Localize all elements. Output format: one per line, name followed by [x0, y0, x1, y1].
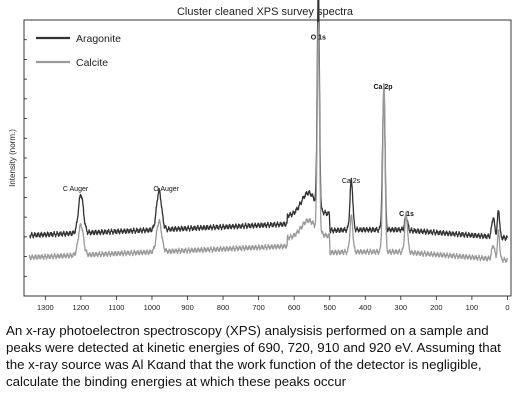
- peak-label: C 1s: [399, 211, 414, 218]
- peak-annotations: O 1s Ca 2p Ca 2s C 1s C Auger O Auger: [63, 34, 414, 218]
- peak-label: O 1s: [311, 34, 326, 41]
- legend: Aragonite Calcite: [36, 33, 121, 69]
- y-axis-ticks: [24, 39, 27, 277]
- x-tick-label: 300: [395, 303, 408, 312]
- plot-area: [23, 19, 512, 297]
- chart-title: Cluster cleaned XPS survey spectra: [177, 6, 354, 18]
- x-tick-label: 800: [217, 303, 230, 312]
- x-tick-label: 400: [359, 303, 372, 312]
- series-line-aragonite: [29, 0, 509, 241]
- x-tick-label: 1100: [108, 303, 124, 312]
- series-line-calcite: [28, 21, 508, 264]
- x-tick-label: 500: [323, 303, 336, 312]
- x-tick-label: 0: [505, 303, 509, 312]
- x-tick-label: 100: [466, 303, 479, 312]
- x-tick-label: 1300: [37, 303, 54, 312]
- legend-label-aragonite: Aragonite: [76, 33, 121, 45]
- x-tick-label: 700: [252, 303, 265, 312]
- x-tick-label: 200: [430, 303, 443, 312]
- xps-chart: Cluster cleaned XPS survey spectra Inten…: [8, 0, 512, 312]
- x-tick-label: 1200: [73, 303, 90, 312]
- legend-label-calcite: Calcite: [76, 57, 108, 69]
- x-axis-ticks: 1300 1200 1100 1000 900 800 700 600 500 400 300 200…: [37, 296, 510, 312]
- peak-label: Ca 2s: [342, 178, 361, 185]
- y-axis-label: Intensity (norm.): [8, 129, 17, 187]
- x-tick-label: 600: [288, 303, 301, 312]
- peak-label: O Auger: [153, 186, 179, 193]
- question-text: An x-ray photoelectron spectroscopy (XPS…: [6, 323, 501, 389]
- peak-label: C Auger: [63, 186, 89, 193]
- x-tick-label: 900: [181, 303, 194, 312]
- x-tick-label: 1000: [144, 303, 161, 312]
- plot-frame: [23, 19, 512, 297]
- peak-label: Ca 2p: [373, 84, 392, 91]
- series-layer: [28, 0, 509, 264]
- xps-chart-svg: Cluster cleaned XPS survey spectra Inten…: [8, 0, 512, 312]
